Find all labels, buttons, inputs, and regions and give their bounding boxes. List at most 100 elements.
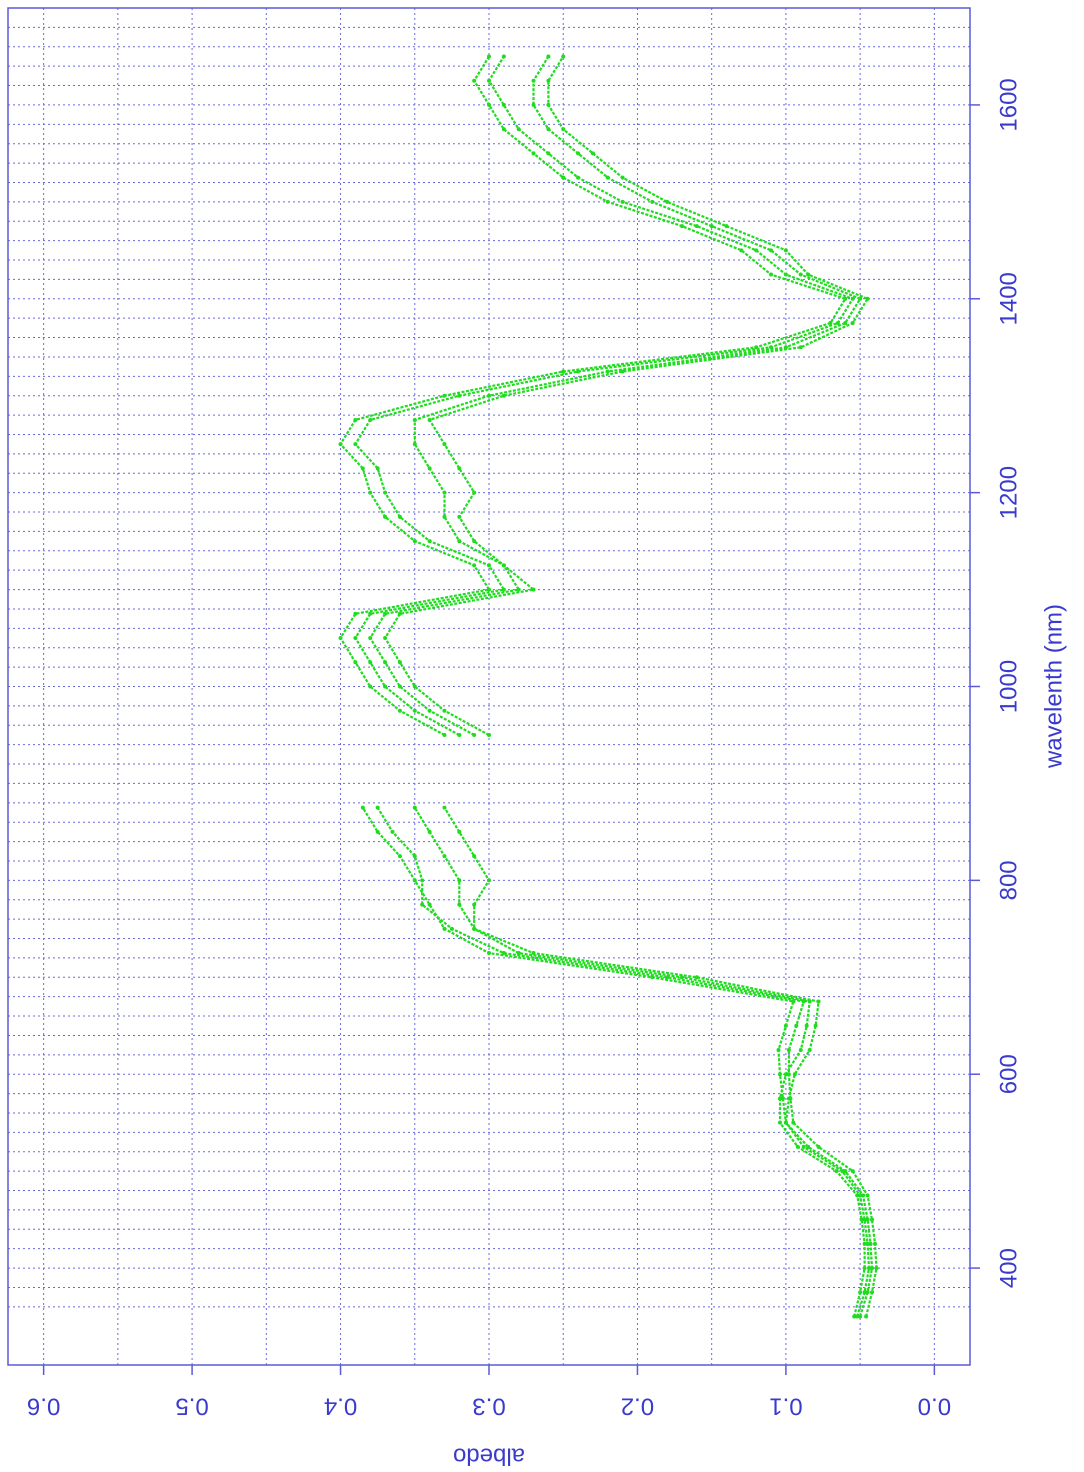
data-point	[383, 660, 388, 665]
data-point	[754, 248, 759, 253]
data-point	[769, 248, 774, 253]
x-tick-label: 1200	[995, 466, 1022, 519]
data-point	[865, 1290, 870, 1295]
data-point	[516, 587, 521, 592]
data-point	[487, 951, 491, 956]
y-tick-label: 0.2	[621, 1393, 654, 1420]
data-point	[501, 951, 506, 956]
data-point	[791, 1120, 796, 1125]
data-point	[870, 1266, 875, 1271]
data-point	[353, 417, 358, 422]
data-point	[813, 1023, 818, 1028]
data-point	[777, 1072, 782, 1077]
y-tick-label: 0.5	[175, 1393, 208, 1420]
data-point	[561, 127, 566, 132]
data-point	[412, 442, 417, 447]
data-point	[412, 708, 417, 713]
data-point	[501, 102, 506, 107]
data-point	[420, 902, 425, 907]
data-point	[576, 175, 581, 180]
data-point	[620, 199, 625, 204]
data-point	[861, 1193, 866, 1198]
data-point	[724, 224, 729, 229]
data-point	[605, 175, 610, 180]
data-point	[412, 684, 417, 689]
data-point	[531, 951, 536, 956]
data-point	[457, 466, 462, 471]
data-point	[694, 224, 699, 229]
data-point	[840, 1169, 845, 1174]
data-point	[862, 1217, 867, 1222]
data-point	[501, 54, 506, 59]
data-point	[531, 102, 536, 107]
data-point	[776, 1047, 781, 1052]
data-point	[383, 611, 388, 616]
data-point	[487, 78, 491, 83]
data-point	[843, 321, 848, 326]
data-point	[858, 1314, 863, 1319]
data-point	[862, 1290, 867, 1295]
data-point	[709, 224, 714, 229]
data-point	[777, 1096, 782, 1101]
data-point	[412, 805, 417, 810]
data-point	[472, 732, 477, 737]
data-point	[383, 684, 388, 689]
data-point	[783, 248, 788, 253]
data-point	[472, 563, 477, 568]
data-point	[794, 1023, 799, 1028]
data-point	[427, 708, 432, 713]
data-point	[786, 1047, 791, 1052]
data-point	[858, 1193, 863, 1198]
series-line	[383, 55, 871, 1317]
data-point	[427, 902, 432, 907]
data-point	[783, 1072, 788, 1077]
data-point	[864, 1314, 869, 1319]
data-point	[694, 975, 699, 980]
data-point	[516, 127, 521, 132]
data-point	[835, 321, 840, 326]
data-point	[375, 466, 380, 471]
data-point	[576, 151, 581, 156]
data-point	[576, 369, 581, 374]
data-point	[816, 999, 821, 1004]
y-tick-label: 0.4	[324, 1393, 357, 1420]
data-point	[457, 514, 462, 519]
data-point	[546, 102, 551, 107]
data-point	[780, 1096, 785, 1101]
data-point	[383, 636, 388, 641]
data-point	[786, 1096, 791, 1101]
data-point	[457, 393, 462, 398]
data-point	[850, 321, 855, 326]
data-point	[777, 1120, 782, 1125]
data-point	[487, 732, 491, 737]
data-point	[786, 1072, 791, 1077]
data-point	[360, 805, 365, 810]
data-point	[795, 1144, 800, 1149]
data-point	[739, 248, 744, 253]
data-point	[798, 1047, 803, 1052]
data-point	[855, 1314, 860, 1319]
data-point	[806, 272, 811, 277]
data-point	[843, 296, 848, 301]
data-point	[427, 466, 432, 471]
data-point	[420, 878, 425, 883]
y-tick-label: 0.1	[769, 1393, 802, 1420]
data-point	[850, 296, 855, 301]
data-point	[862, 1241, 867, 1246]
data-point	[457, 878, 462, 883]
data-point	[561, 175, 566, 180]
data-point	[368, 490, 373, 495]
data-point	[807, 1047, 812, 1052]
data-point	[501, 127, 506, 132]
data-point	[679, 975, 684, 980]
data-point	[397, 611, 402, 616]
data-point	[412, 417, 417, 422]
data-point	[605, 199, 610, 204]
data-point	[783, 1120, 788, 1125]
data-point	[561, 54, 566, 59]
data-point	[561, 369, 566, 374]
y-tick-label: 0.6	[27, 1393, 60, 1420]
data-point	[516, 951, 521, 956]
data-point	[852, 1314, 857, 1319]
